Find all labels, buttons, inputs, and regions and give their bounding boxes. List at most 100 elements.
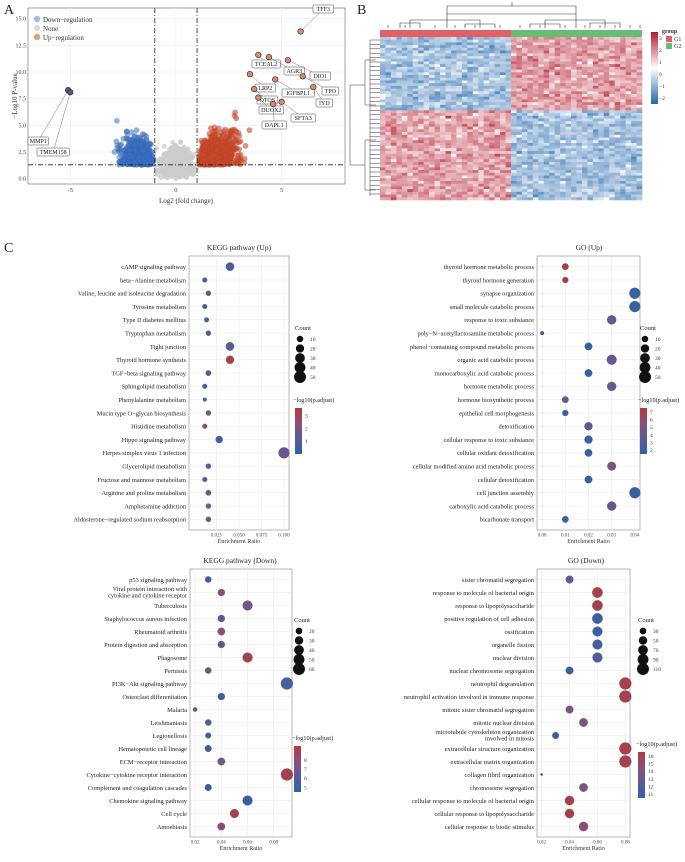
heatmap-cell <box>423 172 430 176</box>
heatmap-cell <box>511 110 517 114</box>
heatmap-cell <box>418 58 424 62</box>
heatmap-cell <box>401 50 408 54</box>
heatmap-cell <box>505 77 512 81</box>
heatmap-cell <box>511 137 517 141</box>
heatmap-cell <box>440 42 446 46</box>
heatmap-cell <box>445 118 452 122</box>
heatmap-cell <box>554 159 561 163</box>
heatmap-cell <box>445 183 452 187</box>
heatmap-cell <box>516 153 523 157</box>
heatmap-cell <box>429 194 435 198</box>
heatmap-cell <box>401 83 408 87</box>
heatmap-cell <box>571 189 577 193</box>
heatmap-cell <box>560 178 566 182</box>
heatmap-cell <box>467 104 474 108</box>
heatmap-cell <box>505 153 512 157</box>
heatmap-cell <box>571 123 577 127</box>
heatmap-cell <box>385 178 392 182</box>
heatmap-cell <box>467 66 474 70</box>
heatmap-cell <box>380 170 386 174</box>
heatmap-cell <box>445 113 452 117</box>
heatmap-cell <box>620 140 626 144</box>
heatmap-cell <box>505 53 512 57</box>
heatmap-cell <box>565 161 572 165</box>
heatmap-cell <box>478 170 485 174</box>
heatmap-cell <box>456 88 463 92</box>
heatmap-cell <box>598 151 605 155</box>
heatmap-cell <box>423 77 430 81</box>
row-dendrogram-branches <box>349 39 380 196</box>
enrichment-dot <box>584 448 593 457</box>
color-legend-tick-label: 6 <box>304 776 307 782</box>
heatmap-cell <box>598 137 605 141</box>
heatmap-cell <box>554 129 561 133</box>
heatmap-cell <box>620 137 626 141</box>
heatmap-cell <box>385 148 392 152</box>
heatmap-cell <box>636 134 643 138</box>
heatmap-cell <box>407 126 414 130</box>
heatmap-cell <box>494 107 501 111</box>
heatmap-cell <box>560 61 566 65</box>
heatmap-cell <box>636 37 643 41</box>
heatmap-cell <box>609 94 616 98</box>
dot-plot-x-tick-label: 0.01 <box>561 534 570 539</box>
heatmap-cell <box>380 110 386 114</box>
heatmap-cell <box>434 39 441 43</box>
heatmap-cell <box>538 134 545 138</box>
volcano-point-up <box>242 142 249 149</box>
heatmap-cell <box>527 37 534 41</box>
heatmap-cell <box>609 161 616 165</box>
heatmap-cell <box>418 91 424 95</box>
heatmap-cell <box>598 39 605 43</box>
heatmap-cell <box>489 180 495 184</box>
heatmap-cell <box>423 75 430 79</box>
heatmap-cell <box>500 129 506 133</box>
heatmap-cell <box>390 42 397 46</box>
heatmap-cell <box>483 178 490 182</box>
heatmap-cell <box>538 183 545 187</box>
heatmap-cell <box>609 47 616 51</box>
heatmap-cell <box>390 151 397 155</box>
heatmap-cell <box>450 64 457 68</box>
panel-b-label: B <box>357 3 366 18</box>
heatmap-cell <box>445 91 452 95</box>
heatmap-cell <box>614 80 621 84</box>
heatmap-cell <box>609 88 616 92</box>
heatmap-cell <box>380 50 386 54</box>
heatmap-cell <box>603 175 610 179</box>
enrichment-dot <box>204 784 212 791</box>
heatmap-cell <box>614 113 621 117</box>
heatmap-cell <box>516 113 523 117</box>
heatmap-cell <box>423 123 430 127</box>
heatmap-cell <box>587 183 594 187</box>
heatmap-cell <box>554 77 561 81</box>
heatmap-cell <box>527 156 534 160</box>
volcano-point-none <box>178 139 183 145</box>
heatmap-cell <box>554 58 561 62</box>
heatmap-cell <box>587 88 594 92</box>
heatmap-cell <box>494 102 501 106</box>
group-bar-g1 <box>380 30 511 37</box>
heatmap-cell <box>511 102 517 106</box>
heatmap-cell <box>609 156 616 160</box>
heatmap-cell <box>631 88 637 92</box>
heatmap-cell <box>636 126 643 130</box>
heatmap-cell <box>418 126 424 130</box>
heatmap-cell <box>603 134 610 138</box>
heatmap-cell <box>631 118 637 122</box>
heatmap-cell <box>521 180 528 184</box>
heatmap-cell <box>581 69 588 73</box>
heatmap-cell <box>516 159 523 163</box>
heatmap-cell <box>521 94 528 98</box>
heatmap-cell <box>396 126 403 130</box>
heatmap-cell <box>489 64 495 68</box>
heatmap-cell <box>592 178 599 182</box>
heatmap-cell <box>516 151 523 155</box>
heatmap-cell <box>620 167 626 171</box>
heatmap-cell <box>625 64 632 68</box>
heatmap-cell <box>636 96 643 100</box>
heatmap-cell <box>385 159 392 163</box>
heatmap-cell <box>603 104 610 108</box>
heatmap-cell <box>571 167 577 171</box>
heatmap-cell <box>592 126 599 130</box>
